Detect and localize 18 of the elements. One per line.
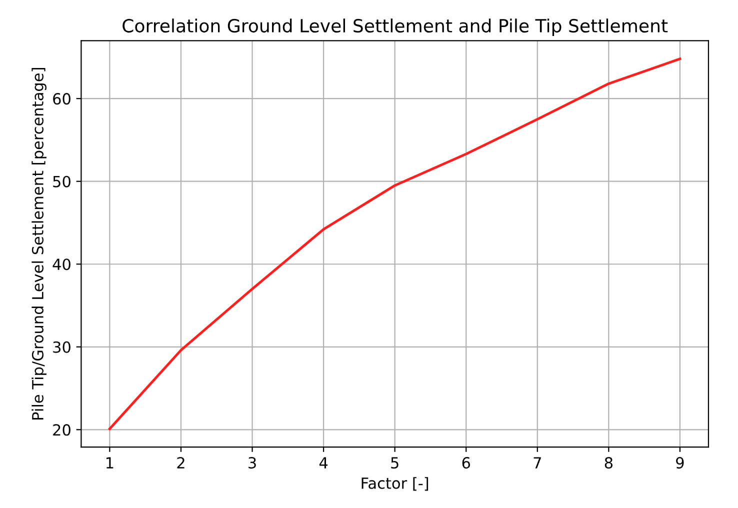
y-tick-label: 40 bbox=[52, 258, 70, 270]
x-tick-label: 5 bbox=[391, 457, 398, 469]
y-tick-label: 20 bbox=[53, 424, 70, 436]
y-tick-label: 60 bbox=[53, 93, 70, 105]
y-tick-label: 50 bbox=[53, 176, 70, 188]
x-tick-label: 1 bbox=[106, 457, 114, 468]
line-series bbox=[108, 58, 682, 430]
y-axis-title: Pile Tip/Ground Level Settlement [percentage] bbox=[32, 68, 46, 420]
y-tick-label: 30 bbox=[53, 341, 70, 353]
x-tick-label: 9 bbox=[676, 457, 684, 469]
x-tick-label: 7 bbox=[534, 457, 541, 468]
x-tick-label: 2 bbox=[177, 457, 184, 468]
x-tick-label: 6 bbox=[462, 457, 470, 469]
x-tick-label: 3 bbox=[248, 457, 256, 469]
x-axis-title: Factor [-] bbox=[362, 477, 428, 491]
chart-title: Correlation Ground Level Settlement and Pile Tip Settlement bbox=[122, 18, 668, 36]
x-tick-label: 4 bbox=[319, 457, 328, 468]
x-tick-label: 8 bbox=[604, 457, 612, 469]
